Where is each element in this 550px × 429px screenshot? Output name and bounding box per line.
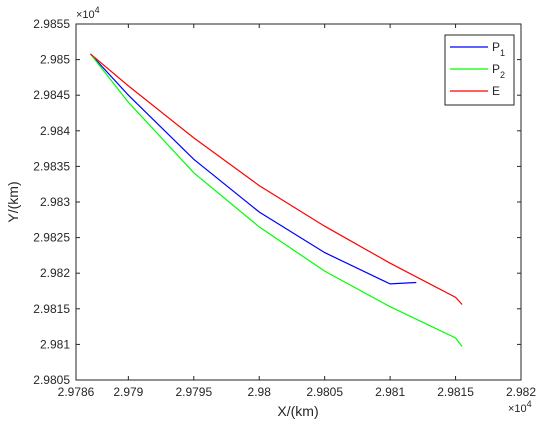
legend-label-e: E (492, 84, 500, 98)
x-tick-label: 2.98 (248, 385, 272, 399)
x-tick-label: 2.9815 (437, 385, 474, 399)
y-tick-label: 2.984 (40, 124, 70, 138)
series-line-p2 (89, 53, 463, 347)
y-tick-label: 2.9835 (33, 159, 70, 173)
x-axis-exponent: ×104 (508, 399, 532, 415)
series-line-p1 (89, 53, 417, 285)
x-axis-label: X/(km) (277, 403, 318, 419)
y-axis-exponent: ×104 (76, 5, 100, 21)
y-tick-label: 2.985 (40, 53, 70, 67)
x-tick-label: 2.981 (375, 385, 405, 399)
y-tick-label: 2.9825 (33, 231, 70, 245)
series-line-e (90, 53, 463, 305)
x-tick-label: 2.982 (506, 385, 536, 399)
y-tick-label: 2.981 (40, 337, 70, 351)
y-tick-label: 2.9855 (33, 17, 70, 31)
x-tick-label: 2.9805 (306, 385, 343, 399)
y-axis-ticks: 2.9805 2.981 2.9815 2.982 2.9825 2.983 2.9835 2… (33, 17, 521, 387)
x-tick-label: 2.9786 (58, 385, 95, 399)
y-tick-label: 2.982 (40, 266, 70, 280)
y-tick-label: 2.983 (40, 195, 70, 209)
y-tick-label: 2.9815 (33, 302, 70, 316)
y-tick-label: 2.9805 (33, 373, 70, 387)
series-lines (89, 53, 463, 347)
y-tick-label: 2.9845 (33, 88, 70, 102)
y-axis-label: Y/(km) (5, 181, 21, 222)
x-axis-ticks: 2.9786 2.979 2.9795 2.98 2.9805 2.981 2.9815 2.… (58, 24, 536, 399)
x-tick-label: 2.979 (113, 385, 143, 399)
x-tick-label: 2.9795 (175, 385, 212, 399)
